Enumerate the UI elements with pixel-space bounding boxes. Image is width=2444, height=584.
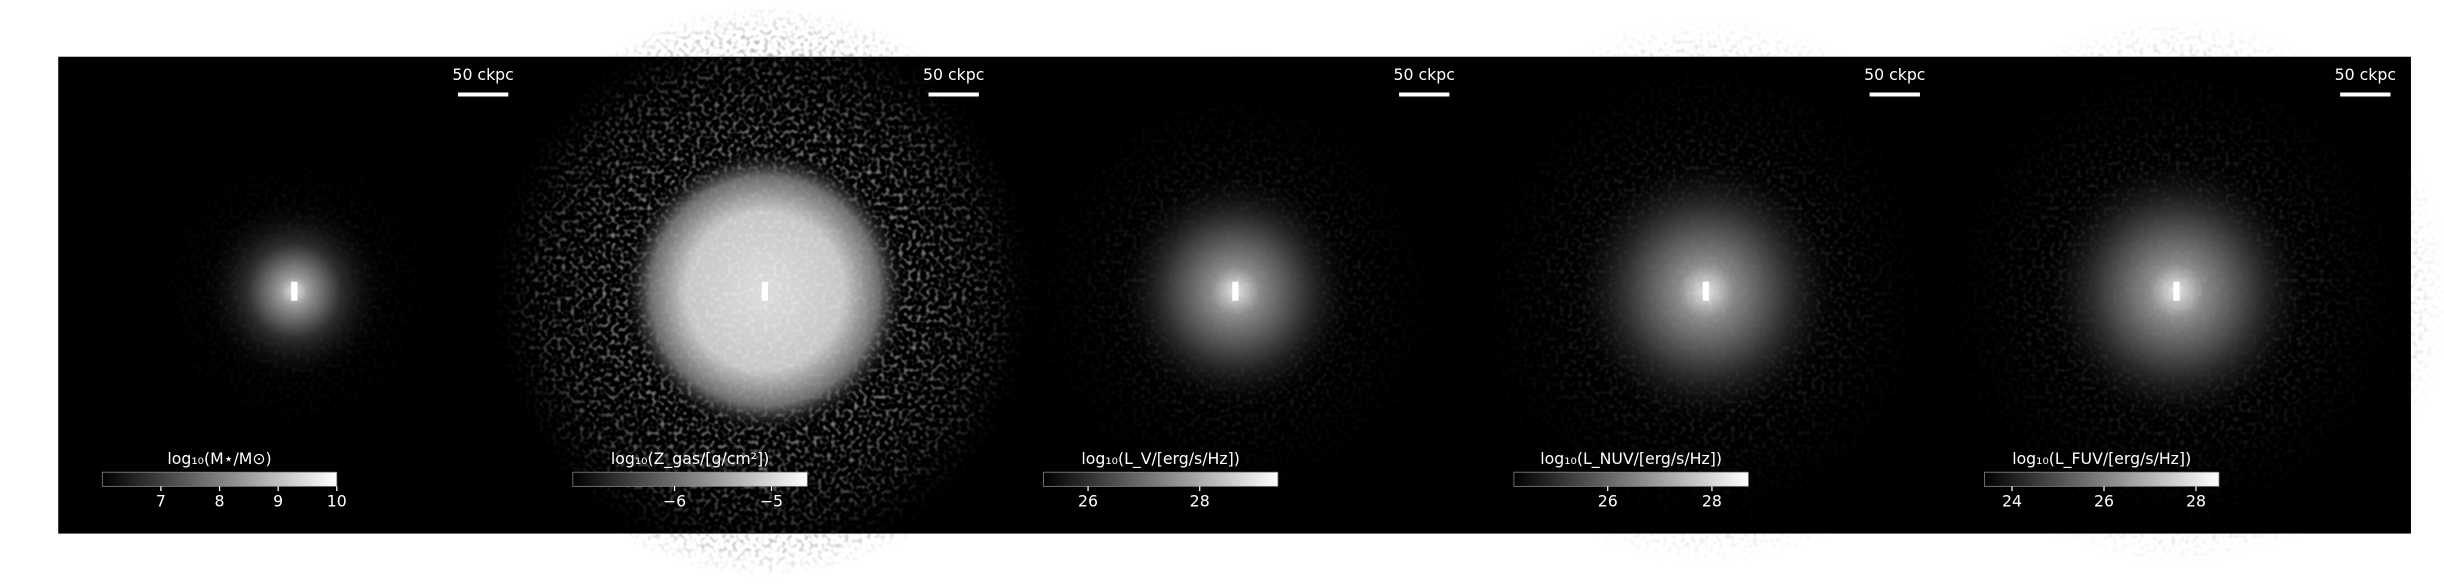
colorbar-tick-label: 7 — [156, 492, 166, 511]
panel: 50 ckpc log₁₀(Z_gas/[g/cm²]) −6 −5 — [478, 4, 1052, 578]
panel: 50 ckpc log₁₀(M⋆/M⊙) 7 8 9 10 — [101, 65, 514, 511]
scale-label: 50 ckpc — [2335, 65, 2396, 84]
colorbar — [1513, 471, 1749, 487]
colorbar-tick-label: 9 — [273, 492, 283, 511]
colorbar-label: log₁₀(Z_gas/[g/cm²]) — [611, 449, 769, 469]
colorbar-label: log₁₀(L_V/[erg/s/Hz]) — [1081, 449, 1239, 469]
colorbar-tick-label: 28 — [1190, 492, 1210, 511]
panels: 50 ckpc log₁₀(M⋆/M⊙) 7 8 9 10 50 ckpc log₁₀(Z_g… — [101, 4, 2444, 578]
galaxy-core — [761, 281, 768, 301]
colorbar-label: log₁₀(M⋆/M⊙) — [167, 449, 271, 468]
colorbar — [572, 471, 808, 487]
colorbar-tick-label: 10 — [327, 492, 347, 511]
galaxy-core — [1702, 281, 1710, 301]
colorbar-tick-label: 28 — [1702, 492, 1722, 511]
panel: 50 ckpc log₁₀(L_V/[erg/s/Hz]) 26 28 — [993, 48, 1478, 534]
colorbar-label: log₁₀(L_FUV/[erg/s/Hz]) — [2012, 449, 2191, 469]
colorbar-tick-label: −6 — [663, 492, 686, 511]
scale-label: 50 ckpc — [1394, 65, 1455, 84]
colorbar — [101, 471, 338, 487]
colorbar-tick-label: 26 — [2094, 492, 2114, 511]
colorbar-label: log₁₀(L_NUV/[erg/s/Hz]) — [1540, 449, 1722, 469]
colorbar-tick-label: 8 — [215, 492, 225, 511]
scale-label: 50 ckpc — [452, 65, 513, 84]
colorbar-tick-label: 24 — [2002, 492, 2022, 511]
scale-label: 50 ckpc — [1864, 65, 1925, 84]
colorbar-tick-label: 26 — [1598, 492, 1618, 511]
galaxy-core — [1232, 281, 1239, 301]
panel: 50 ckpc log₁₀(L_FUV/[erg/s/Hz]) 24 26 28 — [1901, 15, 2444, 567]
galaxy-core — [2173, 281, 2180, 301]
panel: 50 ckpc log₁₀(L_NUV/[erg/s/Hz]) 26 28 — [1430, 15, 1982, 567]
colorbar — [1984, 471, 2220, 487]
galaxy-core — [291, 281, 298, 301]
colorbar-tick-label: −5 — [760, 492, 783, 511]
colorbar-tick-label: 26 — [1078, 492, 1098, 511]
colorbar-tick-label: 28 — [2186, 492, 2206, 511]
colorbar — [1042, 471, 1279, 487]
scale-label: 50 ckpc — [923, 65, 984, 84]
